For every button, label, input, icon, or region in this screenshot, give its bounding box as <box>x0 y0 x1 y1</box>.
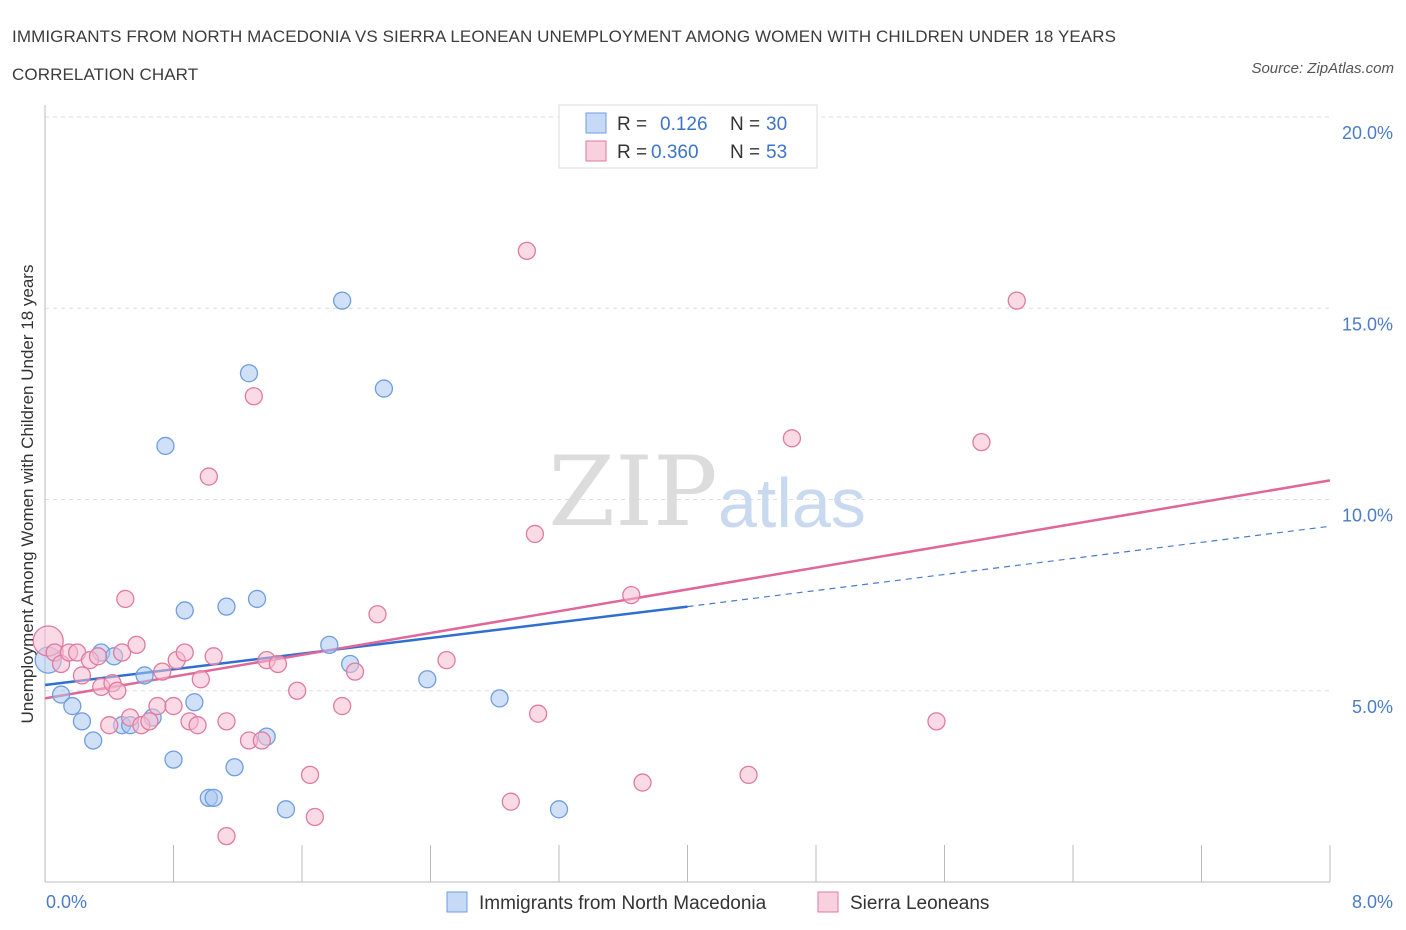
legend-r-label-1: R = <box>617 114 647 135</box>
watermark-atlas: atlas <box>718 464 866 542</box>
data-points <box>32 241 1026 846</box>
point-sierra <box>782 429 802 448</box>
point-sierra <box>164 696 183 716</box>
point-macedonia <box>175 601 194 620</box>
point-sierra <box>217 826 236 846</box>
grid-lines <box>45 116 1330 692</box>
point-sierra <box>525 524 545 544</box>
point-sierra <box>116 589 135 609</box>
y-tick-label: 15.0% <box>1342 314 1393 334</box>
point-sierra <box>199 467 218 486</box>
point-sierra <box>345 662 365 681</box>
x-tick-label: 0.0% <box>46 892 87 912</box>
point-sierra <box>188 716 207 735</box>
point-macedonia <box>204 788 223 807</box>
y-axis-label: Unemployment Among Women with Children U… <box>18 265 37 724</box>
point-sierra <box>140 712 159 731</box>
point-sierra <box>175 643 194 662</box>
point-macedonia <box>333 291 352 310</box>
point-sierra <box>333 696 352 716</box>
point-sierra <box>252 731 271 750</box>
point-sierra <box>437 651 456 670</box>
legend-swatch-macedonia <box>585 112 607 134</box>
point-macedonia <box>490 689 509 708</box>
point-sierra <box>739 765 758 785</box>
point-macedonia <box>185 693 204 712</box>
point-sierra <box>100 716 119 735</box>
point-macedonia <box>225 758 244 777</box>
point-sierra <box>108 681 127 700</box>
bottom-legend: Immigrants from North Macedonia Sierra L… <box>446 891 989 914</box>
legend-r-value-1: 0.126 <box>660 114 708 135</box>
tick-labels: 5.0% 10.0% 15.0% 20.0% 0.0% 8.0% <box>46 123 1393 912</box>
x-tick-label: 8.0% <box>1352 892 1393 912</box>
point-macedonia <box>51 685 71 704</box>
point-sierra <box>204 647 223 666</box>
point-sierra <box>927 712 946 731</box>
legend-r-label-2: R = <box>617 142 647 163</box>
point-sierra <box>300 765 320 785</box>
point-macedonia <box>84 731 103 750</box>
trend-macedonia-extension <box>687 525 1331 608</box>
point-sierra <box>148 696 167 716</box>
point-sierra <box>217 712 236 731</box>
point-macedonia <box>549 800 569 819</box>
legend-r-value-2: 0.360 <box>651 142 699 163</box>
point-macedonia <box>72 712 92 731</box>
bottom-legend-swatch-sierra <box>817 891 839 913</box>
point-sierra <box>88 647 108 666</box>
point-sierra <box>501 792 520 811</box>
point-sierra <box>153 662 172 681</box>
legend-n-value-1: 30 <box>766 114 787 135</box>
point-macedonia <box>63 696 82 716</box>
point-sierra <box>528 704 548 723</box>
axes <box>44 105 1331 883</box>
bottom-legend-label-macedonia: Immigrants from North Macedonia <box>479 893 767 914</box>
legend-n-label-2: N = <box>730 142 760 163</box>
point-macedonia <box>320 635 339 654</box>
point-macedonia <box>135 666 154 685</box>
point-macedonia <box>217 597 236 616</box>
legend-swatch-sierra <box>585 140 607 162</box>
point-sierra <box>622 585 641 605</box>
point-macedonia <box>276 800 296 819</box>
watermark-zip: ZIP <box>548 436 717 548</box>
point-sierra <box>368 605 387 624</box>
point-sierra <box>127 635 146 654</box>
bottom-legend-swatch-macedonia <box>446 891 468 913</box>
point-macedonia <box>418 670 437 689</box>
y-tick-label: 20.0% <box>1342 123 1393 143</box>
legend: R = 0.126 N = 30 R = 0.360 N = 53 <box>558 104 818 169</box>
point-sierra <box>191 670 210 689</box>
point-sierra <box>72 666 92 685</box>
point-sierra <box>112 643 132 662</box>
point-sierra <box>268 654 288 674</box>
watermark: ZIP atlas <box>548 436 865 548</box>
point-macedonia <box>164 750 183 769</box>
point-sierra <box>1007 291 1026 310</box>
point-sierra <box>633 773 652 792</box>
point-sierra <box>288 681 307 700</box>
point-sierra <box>244 387 263 406</box>
y-tick-label: 5.0% <box>1352 697 1393 717</box>
point-macedonia <box>374 379 394 398</box>
bottom-legend-label-sierra: Sierra Leoneans <box>850 893 989 914</box>
chart-title: IMMIGRANTS FROM NORTH MACEDONIA VS SIERR… <box>12 27 1117 84</box>
legend-n-value-2: 53 <box>766 142 787 163</box>
point-sierra <box>972 432 991 452</box>
chart-source: Source: ZipAtlas.com <box>1251 60 1394 77</box>
point-macedonia <box>247 589 267 609</box>
point-macedonia <box>239 364 259 383</box>
y-tick-label: 10.0% <box>1342 506 1393 526</box>
legend-n-label-1: N = <box>730 114 760 135</box>
point-sierra <box>517 241 537 261</box>
point-macedonia <box>156 436 175 456</box>
point-sierra <box>305 807 325 827</box>
